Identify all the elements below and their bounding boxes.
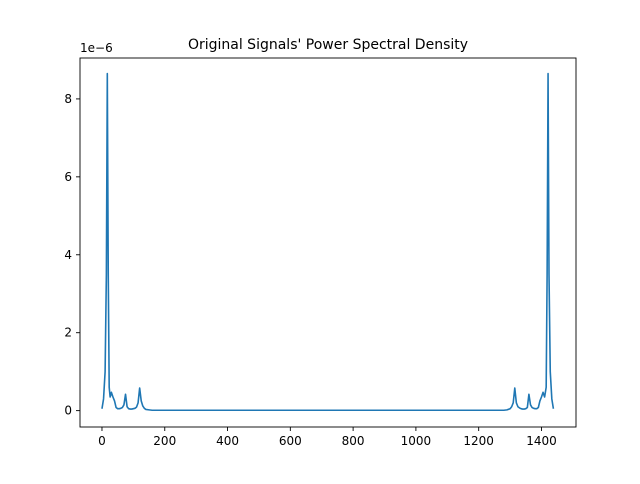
y-tick-label: 4 [64, 248, 72, 262]
x-tick-label: 0 [98, 434, 106, 448]
x-tick-label: 1400 [526, 434, 557, 448]
x-tick-label: 400 [216, 434, 239, 448]
x-tick-label: 1200 [463, 434, 494, 448]
x-tick-label: 800 [342, 434, 365, 448]
y-axis-offset-text: 1e−6 [80, 41, 113, 55]
x-tick-label: 600 [279, 434, 302, 448]
x-tick-label: 200 [153, 434, 176, 448]
y-tick-label: 0 [64, 404, 72, 418]
x-tick-label: 1000 [401, 434, 432, 448]
series-line-0 [101, 72, 555, 412]
plot-area: 0 200 400 600 800 1000 1200 1400 0 2 4 6 8 [64, 57, 577, 448]
y-tick-label: 2 [64, 326, 72, 340]
y-tick-label: 8 [64, 92, 72, 106]
axes-frame [79, 57, 577, 428]
chart-title: Original Signals' Power Spectral Density [188, 37, 468, 53]
y-tick-label: 6 [64, 170, 72, 184]
